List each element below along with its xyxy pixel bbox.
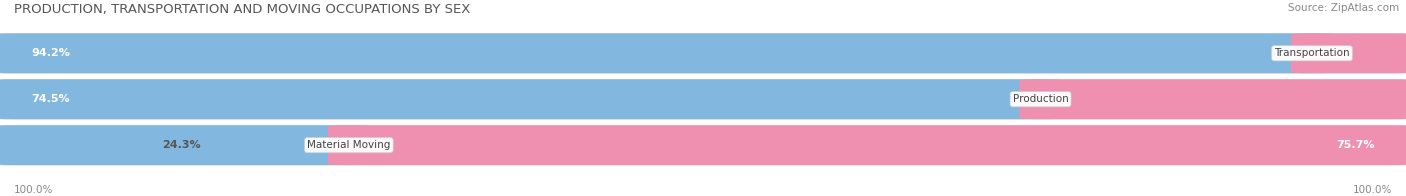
- FancyBboxPatch shape: [1291, 33, 1406, 73]
- Text: 74.5%: 74.5%: [31, 94, 69, 104]
- Text: 100.0%: 100.0%: [14, 185, 53, 195]
- Text: 94.2%: 94.2%: [31, 48, 70, 58]
- Text: Transportation: Transportation: [1274, 48, 1350, 58]
- Text: Production: Production: [1012, 94, 1069, 104]
- Text: 24.3%: 24.3%: [162, 140, 201, 150]
- Text: Source: ZipAtlas.com: Source: ZipAtlas.com: [1288, 3, 1399, 13]
- FancyBboxPatch shape: [328, 125, 1406, 165]
- FancyBboxPatch shape: [0, 33, 1406, 73]
- FancyBboxPatch shape: [1019, 79, 1406, 119]
- Text: 100.0%: 100.0%: [1353, 185, 1392, 195]
- Text: Material Moving: Material Moving: [307, 140, 391, 150]
- Text: PRODUCTION, TRANSPORTATION AND MOVING OCCUPATIONS BY SEX: PRODUCTION, TRANSPORTATION AND MOVING OC…: [14, 3, 471, 16]
- FancyBboxPatch shape: [0, 125, 1406, 165]
- FancyBboxPatch shape: [0, 125, 370, 165]
- FancyBboxPatch shape: [0, 79, 1406, 119]
- Text: 75.7%: 75.7%: [1337, 140, 1375, 150]
- FancyBboxPatch shape: [0, 79, 1062, 119]
- FancyBboxPatch shape: [0, 33, 1333, 73]
